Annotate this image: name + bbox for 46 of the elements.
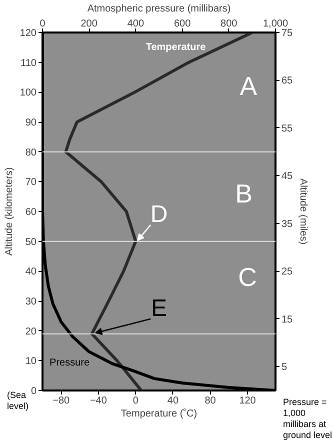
y-tick-label: 50 [25, 236, 37, 248]
y-tick-label: 20 [25, 326, 37, 338]
y-axis-title: Altitude (kilometers) [4, 167, 15, 256]
x-tick-label: 80 [204, 396, 216, 406]
y-tick-label: 90 [25, 118, 37, 128]
annotation: C [238, 262, 257, 292]
y-tick-label: 40 [25, 266, 37, 278]
x2-axis-title: Atmospheric pressure (millibars) [87, 4, 231, 14]
series-label: Temperature [146, 42, 206, 53]
x-tick-label: 120 [239, 396, 256, 406]
text: (Sea level) [7, 390, 29, 412]
y-tick-label: 0 [30, 386, 37, 397]
y2-tick-label: 25 [282, 266, 294, 278]
y-tick-label: 30 [25, 296, 37, 308]
text: Pressure = 1,000 millibars at ground level [283, 397, 332, 441]
x2-tick-label: 0 [40, 18, 46, 30]
annotation: A [240, 71, 258, 102]
y-tick-label: 10 [25, 356, 37, 368]
annotation: D [150, 200, 168, 228]
x-tick-label: 40 [167, 396, 179, 406]
y2-tick-label: 75 [282, 28, 294, 39]
y2-tick-label: 65 [282, 76, 294, 87]
y2-tick-label: 15 [282, 314, 294, 326]
x2-tick-label: 1,000 [262, 18, 288, 30]
y2-axis-title: Altitude (miles) [298, 178, 309, 245]
x-axis-title: Temperature (˚C) [120, 408, 198, 420]
x2-tick-label: 200 [80, 18, 98, 30]
x2-tick-label: 400 [127, 18, 144, 30]
x2-tick-label: 600 [174, 18, 192, 30]
y2-tick-label: 5 [282, 362, 288, 374]
y-tick-label: 100 [20, 88, 37, 99]
y2-tick-label: 55 [282, 123, 294, 134]
annotation: E [150, 294, 168, 322]
series-label: Pressure [50, 357, 90, 368]
y-tick-label: 80 [25, 147, 37, 158]
x2-tick-label: 800 [220, 18, 238, 30]
x-tick-label: −80 [52, 396, 70, 406]
x-tick-label: 0 [132, 396, 139, 406]
y2-tick-label: 35 [282, 218, 294, 230]
y-tick-label: 120 [20, 28, 37, 39]
y2-tick-label: 45 [282, 171, 294, 182]
y-tick-label: 70 [25, 177, 37, 188]
x-tick-label: −40 [90, 396, 108, 406]
y-tick-label: 60 [25, 207, 37, 218]
y-tick-label: 110 [20, 58, 37, 69]
annotation: B [235, 178, 252, 209]
